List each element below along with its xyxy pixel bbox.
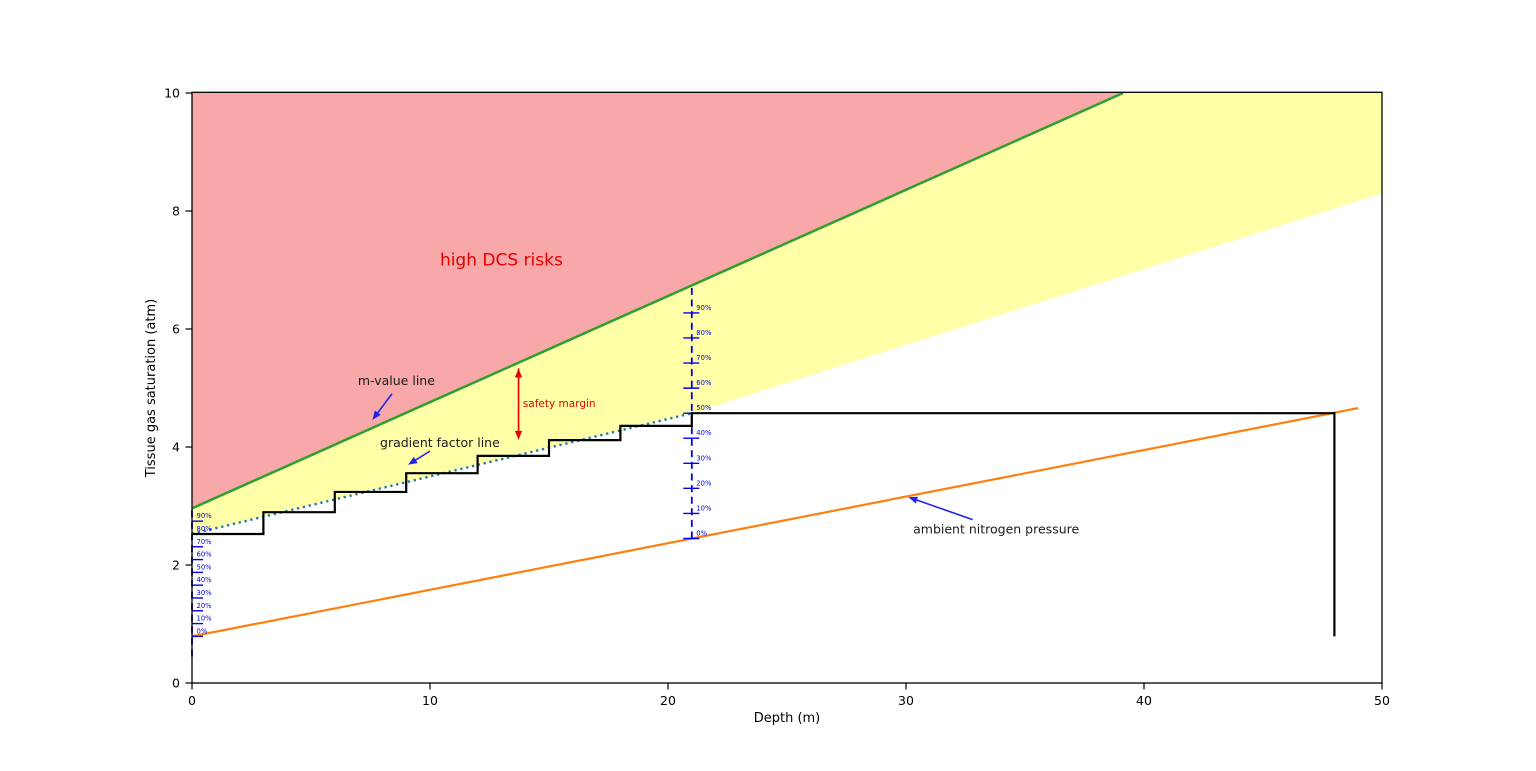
depth21-gradient-scale-tick-label: 90%: [696, 304, 712, 312]
safety-margin-label-arrowhead: [514, 368, 523, 378]
ambient-nitrogen-pressure-label: ambient nitrogen pressure: [913, 522, 1079, 537]
y-tick-label: 4: [172, 440, 180, 455]
depth21-gradient-scale-tick-label: 40%: [696, 429, 712, 437]
y-tick-label: 2: [172, 558, 180, 573]
caution-region: [192, 93, 1382, 534]
dive-profile-layer: [192, 412, 1336, 637]
surface-gradient-scale-tick-label: 40%: [197, 576, 213, 584]
safety-margin-label-arrowhead: [514, 430, 523, 440]
x-tick-label: 40: [1136, 693, 1152, 708]
axes-layer: 0 10 20 30 40 50 0 2 4 6 8 10: [164, 86, 1390, 709]
surface-gradient-scale-tick-label: 20%: [197, 602, 213, 610]
surface-gradient-scale-tick-label: 80%: [197, 525, 213, 533]
series-lines-layer: [191, 91, 1359, 638]
x-tick-label: 30: [898, 693, 914, 708]
x-tick-label: 20: [660, 693, 676, 708]
depth21-gradient-scale-tick-label: 50%: [696, 404, 712, 412]
gradient-factor-line-label-arrowhead: [408, 456, 418, 465]
ambient-nitrogen-pressure-series: [191, 406, 1359, 638]
high-dcs-risks-label: high DCS risks: [440, 250, 563, 270]
surface-gradient-scale-tick-label: 30%: [197, 589, 213, 597]
y-axis-title: Tissue gas saturation (atm): [144, 299, 159, 478]
y-tick-label: 6: [172, 322, 180, 337]
annotations-layer: high DCS risks m-value line safety margin g…: [358, 250, 1080, 536]
gradient-factor-line-series: [191, 412, 693, 536]
depth21-gradient-scale-tick-label: 80%: [696, 329, 712, 337]
depth21-gradient-scale-tick-label: 70%: [696, 354, 712, 362]
ambient-nitrogen-pressure-label-arrowhead: [908, 496, 919, 504]
depth21-gradient-scale-tick-label: 30%: [696, 454, 712, 462]
surface-gradient-scale-tick-label: 50%: [197, 563, 213, 571]
x-tick-label: 10: [422, 693, 438, 708]
ambient-nitrogen-pressure-label-arrow: [912, 498, 973, 521]
m-value-line-label: m-value line: [358, 373, 435, 388]
y-tick-label: 8: [172, 204, 180, 219]
x-tick-label: 50: [1374, 693, 1390, 708]
dive-profile-series: [192, 412, 1336, 637]
x-axis-title: Depth (m): [754, 711, 821, 726]
gradient-factor-line-label: gradient factor line: [380, 435, 500, 450]
m-value-line-label-arrowhead: [372, 410, 381, 420]
risk-regions-layer: [192, 93, 1382, 534]
m-value-line-series: [191, 91, 1124, 510]
depth21-gradient-scale-tick-label: 20%: [696, 479, 712, 487]
y-tick-label: 10: [164, 86, 180, 101]
surface-gradient-scale-tick-label: 90%: [197, 512, 213, 520]
y-tick-label: 0: [172, 676, 180, 691]
surface-gradient-scale-tick-label: 60%: [197, 551, 213, 559]
safety-margin-label: safety margin: [523, 398, 596, 410]
surface-gradient-scale-tick-label: 10%: [197, 615, 213, 623]
depth21-gradient-scale-tick-label: 10%: [696, 504, 712, 512]
depth21-gradient-scale-tick-label: 60%: [696, 379, 712, 387]
plot-frame: [191, 91, 1383, 684]
surface-gradient-scale-tick-label: 0%: [197, 627, 208, 635]
x-tick-label: 0: [188, 693, 196, 708]
surface-gradient-scale-tick-label: 70%: [197, 538, 213, 546]
m-value-line-label-arrow: [374, 393, 393, 417]
depth21-gradient-scale-tick-label: 0%: [696, 530, 707, 538]
